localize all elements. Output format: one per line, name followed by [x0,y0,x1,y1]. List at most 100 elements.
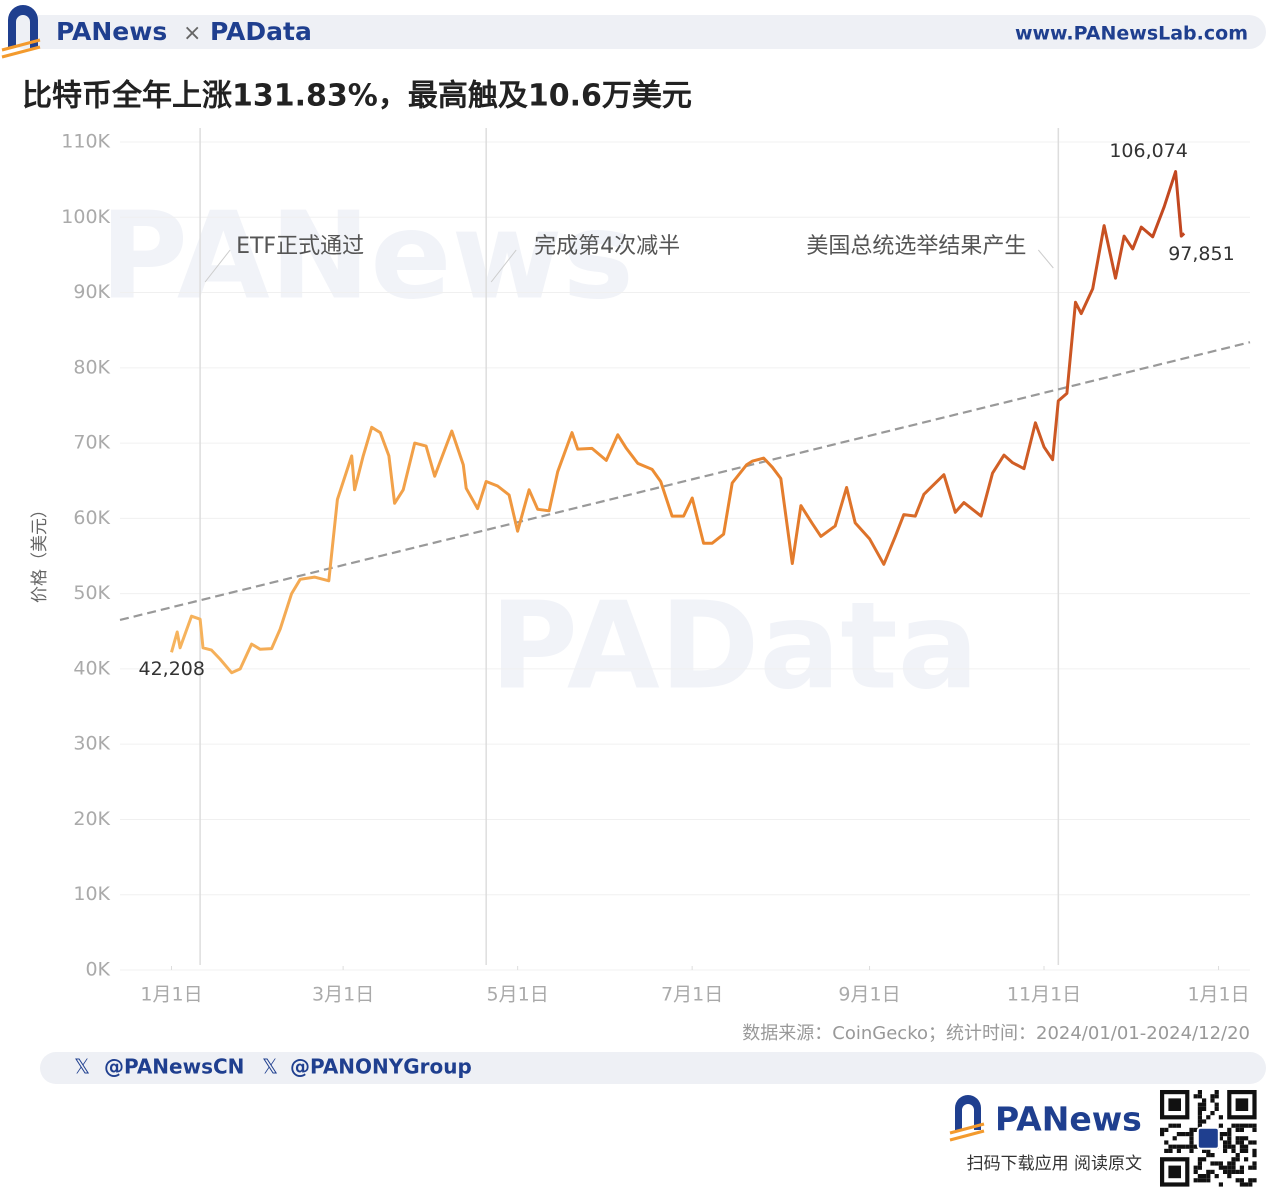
qr-cell [1244,1123,1249,1128]
footer-cta: 扫码下载应用 阅读原文 [967,1154,1142,1174]
x-tick-label: 7月1日 [661,984,723,1006]
trend-line [119,341,1251,622]
qr-cell [1168,1144,1173,1149]
qr-logo [1196,1126,1220,1150]
source-note: 数据来源：CoinGecko；统计时间：2024/01/01-2024/12/2… [742,1023,1250,1044]
qr-cell [1206,1169,1211,1174]
qr-cell [1197,1090,1202,1095]
qr-cell [1244,1182,1249,1187]
qr-cell [1218,1182,1223,1187]
qr-cell [1218,1132,1223,1137]
qr-cell [1235,1127,1240,1132]
qr-cell [1197,1178,1202,1183]
qr-cell [1239,1136,1244,1141]
event-label: 完成第4次减半 [534,234,680,259]
price-line [170,170,1186,675]
qr-cell [1218,1123,1223,1128]
qr-cell [1244,1148,1249,1153]
qr-cell [1214,1090,1219,1095]
brand-cross: × [183,21,201,46]
x-tick-label: 11月1日 [1007,984,1081,1006]
qr-cell [1214,1094,1219,1099]
qr-cell [1202,1157,1207,1162]
x-icon: 𝕏 [262,1055,278,1079]
site-url[interactable]: www.PANewsLab.com [1015,23,1248,45]
qr-cell [1214,1106,1219,1111]
qr-finder [1159,1089,1190,1120]
qr-code[interactable] [1159,1089,1257,1187]
qr-cell [1202,1102,1207,1107]
qr-cell [1248,1123,1253,1128]
qr-cell [1244,1136,1249,1141]
qr-cell [1206,1115,1211,1120]
qr-finder [1235,1098,1249,1111]
plot: PANews PAData 0K 10K 20K 30K 40K 50K 60K 70K 80K 90… [61,128,1251,1006]
qr-cell [1239,1144,1244,1149]
qr-cell [1239,1182,1244,1187]
qr-cell [1214,1174,1219,1179]
qr-cell [1189,1127,1194,1132]
qr-cell [1172,1136,1177,1141]
qr-cell [1176,1132,1181,1137]
qr-cell [1197,1111,1202,1116]
qr-cell [1202,1119,1207,1124]
event-label: 美国总统选举结果产生 [806,234,1026,259]
qr-cell [1235,1123,1240,1128]
qr-cell [1231,1161,1236,1166]
y-tick-label: 40K [73,657,110,679]
qr-cell [1168,1123,1173,1128]
qr-cell [1231,1157,1236,1162]
qr-cell [1252,1161,1257,1166]
qr-finder [1227,1089,1257,1120]
event-leader [204,249,231,283]
data-label: 42,208 [138,658,204,680]
qr-cell [1176,1123,1181,1128]
qr-cell [1202,1178,1207,1183]
y-tick-label: 20K [73,808,110,830]
footer-brand: PANews [995,1100,1142,1139]
qr-cell [1193,1127,1198,1132]
y-tick-label: 0K [85,959,110,981]
handle[interactable]: @PANewsCN [104,1055,244,1079]
qr-cell [1231,1165,1236,1170]
brand-right: PAData [210,17,312,46]
qr-cell [1227,1165,1232,1170]
x-icon: 𝕏 [74,1055,90,1079]
qr-cell [1218,1165,1223,1170]
qr-cell [1223,1132,1228,1137]
qr-cell [1227,1169,1232,1174]
qr-finder [1168,1165,1181,1179]
qr-cell [1239,1178,1244,1183]
qr-cell [1227,1140,1232,1145]
qr-cell [1202,1148,1207,1153]
qr-cell [1227,1161,1232,1166]
qr-cell [1244,1144,1249,1149]
qr-cell [1214,1102,1219,1107]
qr-cell [1193,1165,1198,1170]
qr-cell [1248,1178,1253,1183]
y-tick-label: 100K [61,206,110,228]
qr-cell [1202,1106,1207,1111]
qr-cell [1197,1119,1202,1124]
qr-cell [1239,1127,1244,1132]
qr-cell [1235,1153,1240,1158]
qr-finder [1159,1157,1190,1187]
y-tick-label: 50K [73,582,110,604]
qr-cell [1197,1102,1202,1107]
qr-cell [1193,1178,1198,1183]
qr-cell [1210,1161,1215,1166]
qr-cell [1223,1169,1228,1174]
y-tick-label: 10K [73,883,110,905]
qr-cell [1235,1140,1240,1145]
qr-cell [1248,1182,1253,1187]
qr-cell [1189,1144,1194,1149]
qr-cell [1235,1169,1240,1174]
qr-cell [1252,1123,1257,1128]
y-tick-label: 90K [73,281,110,303]
x-tick-label: 1月1日 [140,984,202,1006]
qr-cell [1181,1144,1186,1149]
y-tick-label: 110K [61,131,110,153]
handle[interactable]: @PANONYGroup [290,1055,472,1079]
qr-cell [1252,1127,1257,1132]
qr-cell [1231,1148,1236,1153]
